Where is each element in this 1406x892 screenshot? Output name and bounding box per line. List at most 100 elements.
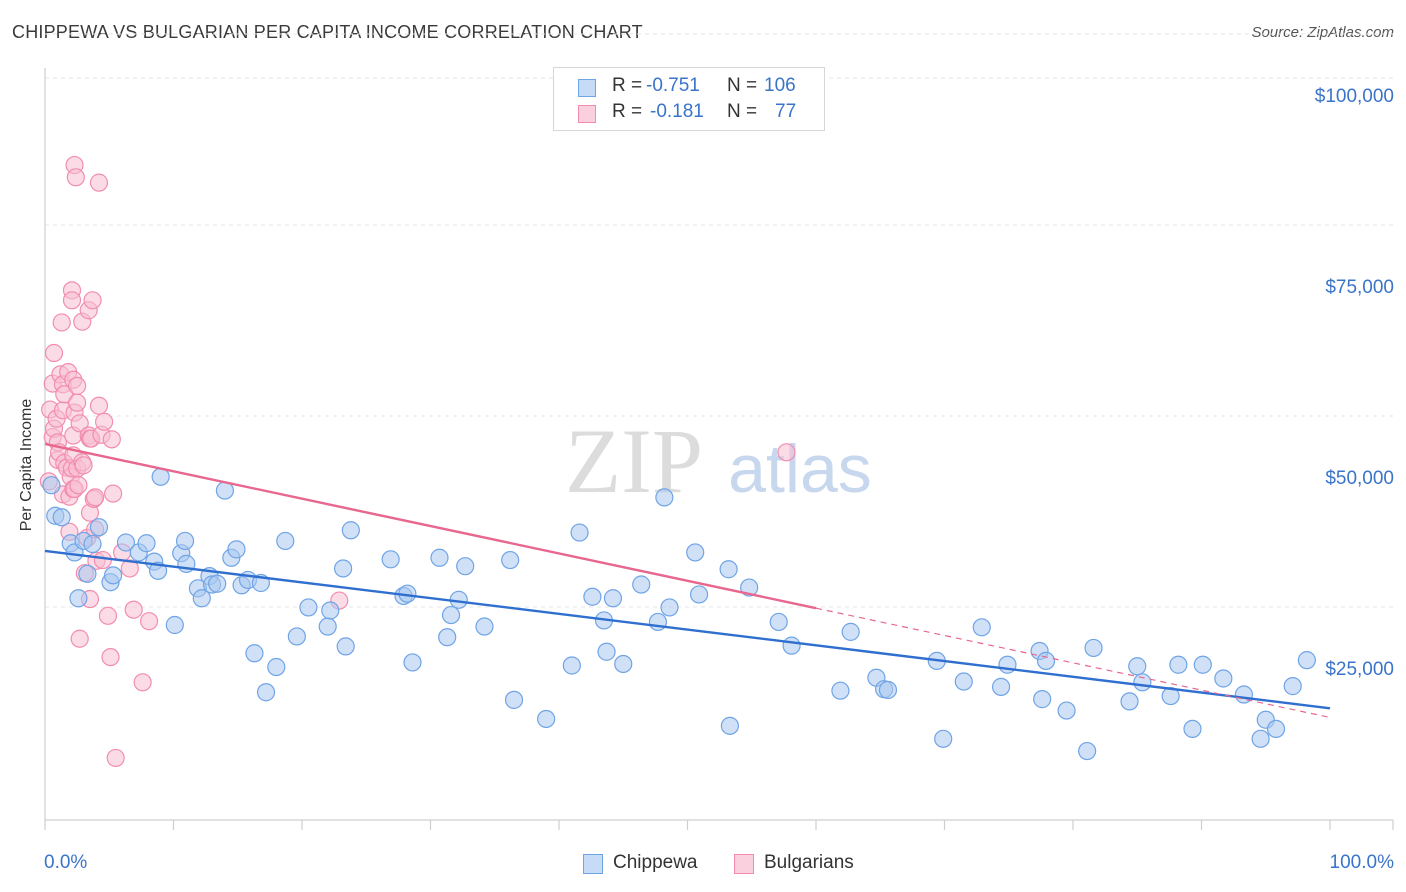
y-axis-label-wrap: Per Capita Income <box>12 300 42 630</box>
chippewa-point-26 <box>208 574 227 593</box>
y-tick-label-100000: $100,000 <box>1314 86 1394 107</box>
chippewa-point-81 <box>934 729 953 748</box>
chippewa-point-87 <box>1033 690 1052 709</box>
chippewa-point-68 <box>686 543 705 562</box>
bulgarian-point-36 <box>69 476 88 495</box>
chippewa-point-61 <box>597 642 616 661</box>
chippewa-point-73 <box>769 612 788 632</box>
bulgarian-point-15 <box>55 385 74 404</box>
chippewa-point-20 <box>175 531 195 551</box>
chippewa-point-9 <box>89 518 109 537</box>
chippewa-point-105 <box>1297 651 1316 670</box>
chippewa-point-32 <box>245 644 264 663</box>
bulgarian-point-67 <box>124 600 143 619</box>
y-tick-label-50000: $50,000 <box>1325 468 1394 489</box>
chippewa-point-71 <box>720 716 740 735</box>
chippewa-point-57 <box>562 656 581 675</box>
chippewa-swatch <box>578 79 596 97</box>
chippewa-point-94 <box>1133 673 1152 692</box>
x-min-label: 0.0% <box>44 852 88 873</box>
bulgarian-point-38 <box>70 414 89 433</box>
chippewa-point-23 <box>192 589 211 608</box>
chippewa-point-47 <box>403 653 422 672</box>
chippewa-point-76 <box>841 622 860 641</box>
chippewa-point-101 <box>1251 729 1270 748</box>
stats-legend: R = -0.751 N = 106 R = -0.181 N = 77 <box>553 67 825 131</box>
chippewa-point-92 <box>1120 692 1139 711</box>
chippewa-point-16 <box>148 561 168 580</box>
legend-item-bulgarians[interactable]: Bulgarians <box>734 852 874 878</box>
chippewa-point-58 <box>570 523 589 542</box>
chippewa-point-83 <box>972 618 991 637</box>
chippewa-point-88 <box>1036 651 1056 671</box>
chippewa-point-64 <box>632 575 651 594</box>
chippewa-point-2 <box>52 508 71 527</box>
chippewa-point-36 <box>276 531 295 551</box>
chippewa-point-91 <box>1084 638 1103 658</box>
n-label: N = <box>727 75 758 96</box>
bulgarian-point-56 <box>89 396 109 415</box>
bulgarian-point-33 <box>68 393 87 412</box>
chippewa-point-7 <box>78 564 97 583</box>
r-value: -0.181 <box>650 101 704 122</box>
chippewa-point-96 <box>1169 655 1188 674</box>
watermark-atlas: atlas <box>728 431 872 507</box>
chippewa-point-12 <box>116 533 136 552</box>
bulgarian-point-71 <box>777 443 796 462</box>
bulgarian-point-62 <box>102 430 121 449</box>
chippewa-point-48 <box>430 548 449 567</box>
bulgarian-point-59 <box>95 412 114 431</box>
y-axis-label: Per Capita Income <box>18 398 35 532</box>
r-value: -0.751 <box>646 75 700 96</box>
chippewa-point-69 <box>689 585 709 604</box>
bulgarian-point-41 <box>74 456 93 475</box>
chippewa-point-0 <box>42 476 61 495</box>
chippewa-point-82 <box>954 672 973 691</box>
chippewa-point-18 <box>165 615 184 635</box>
chippewa-point-66 <box>655 488 674 507</box>
chippewa-point-49 <box>438 628 457 647</box>
chippewa-point-54 <box>501 550 520 570</box>
chippewa-point-59 <box>583 587 602 606</box>
chippewa-trend-line <box>44 549 1331 710</box>
r-label: R = <box>612 75 643 96</box>
x-max-label: 100.0% <box>1329 852 1394 873</box>
n-label: N = <box>727 101 758 122</box>
chippewa-point-5 <box>69 589 88 608</box>
chippewa-point-35 <box>267 657 286 677</box>
bulgarian-point-66 <box>120 559 139 578</box>
chippewa-point-8 <box>83 534 102 554</box>
chippewa-point-56 <box>537 709 556 729</box>
chippewa-point-29 <box>227 540 246 559</box>
watermark-zip: ZIP <box>565 410 703 512</box>
chippewa-point-53 <box>475 617 494 636</box>
n-value: 77 <box>775 101 797 122</box>
bulgarian-point-69 <box>139 612 159 631</box>
axis-layer <box>44 68 1394 830</box>
stats-legend-row-bulgarians: R = -0.181 N = 77 <box>554 101 824 127</box>
bulgarian-point-34 <box>68 376 87 395</box>
chippewa-point-103 <box>1266 719 1286 739</box>
bulgarian-point-11 <box>52 313 71 332</box>
bulgarian-point-55 <box>89 173 109 192</box>
bulgarian-legend-swatch <box>734 854 754 874</box>
chippewa-point-89 <box>1057 701 1076 720</box>
chippewa-point-11 <box>104 566 123 585</box>
bulgarian-trend-line <box>44 442 817 610</box>
chippewa-point-55 <box>504 690 524 709</box>
chippewa-point-104 <box>1283 677 1302 696</box>
chippewa-point-34 <box>256 683 276 702</box>
chippewa-point-99 <box>1214 669 1233 688</box>
trend-layer <box>44 442 1331 719</box>
bulgarian-point-68 <box>133 673 152 692</box>
bulgarian-point-5 <box>44 343 64 363</box>
chippewa-point-74 <box>782 636 801 655</box>
legend-item-chippewa[interactable]: Chippewa <box>583 852 713 878</box>
bulgarian-point-32 <box>66 168 85 187</box>
chippewa-point-50 <box>441 605 461 625</box>
chippewa-point-43 <box>341 521 360 540</box>
watermark: ZIP atlas <box>565 410 872 512</box>
chippewa-point-70 <box>719 560 738 579</box>
chippewa-point-39 <box>318 617 337 636</box>
